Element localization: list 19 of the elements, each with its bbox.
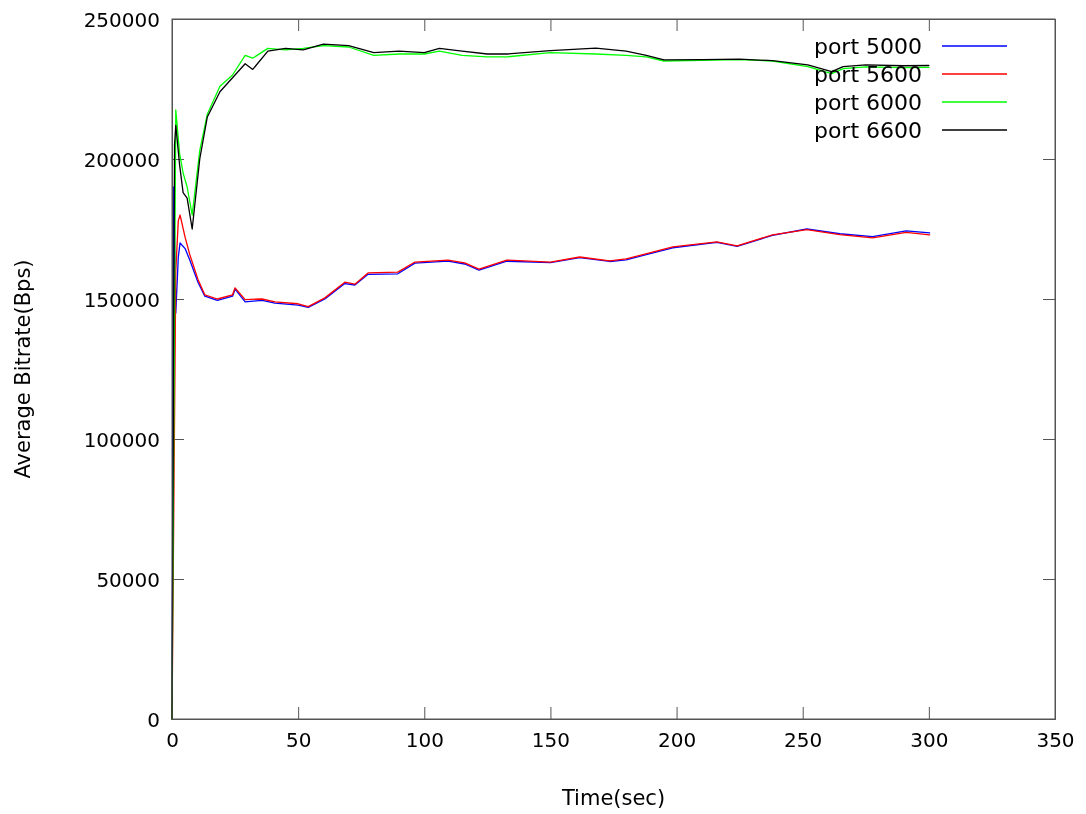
x-tick-label: 50 [285, 728, 312, 753]
legend-label: port 5000 [813, 33, 922, 59]
x-tick-label: 0 [166, 728, 179, 753]
x-tick-label: 350 [1036, 728, 1075, 753]
legend-label: port 6600 [813, 117, 922, 143]
y-tick-label: 250000 [83, 7, 160, 32]
y-tick-label: 200000 [83, 147, 160, 172]
y-tick-label: 50000 [96, 567, 160, 592]
x-tick-label: 250 [784, 728, 823, 753]
y-axis-title: Average Bitrate(Bps) [11, 259, 35, 479]
x-tick-label: 150 [531, 728, 571, 753]
x-tick-label: 100 [405, 728, 444, 753]
x-tick-label: 200 [657, 728, 697, 753]
legend-label: port 6000 [813, 89, 922, 115]
y-tick-label: 150000 [83, 287, 160, 312]
y-tick-label: 0 [147, 707, 160, 732]
x-axis-title: Time(sec) [560, 786, 666, 810]
y-tick-label: 100000 [83, 427, 160, 452]
x-tick-label: 300 [910, 728, 949, 753]
